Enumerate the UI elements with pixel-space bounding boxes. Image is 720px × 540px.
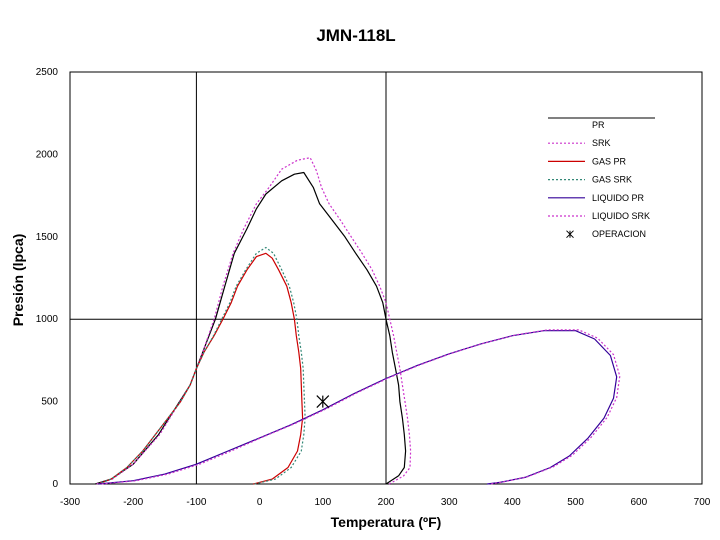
x-tick-label: 0 xyxy=(257,497,263,508)
legend-label: GAS PR xyxy=(592,156,627,166)
y-axis-title: Presión (lpca) xyxy=(10,234,26,327)
legend-label: GAS SRK xyxy=(592,175,632,185)
x-tick-label: -100 xyxy=(186,497,206,508)
legend-marker-asterisk xyxy=(566,230,574,239)
legend-label: SRK xyxy=(592,138,611,148)
legend-label: LIQUIDO SRK xyxy=(592,211,650,221)
series-line-gas-pr xyxy=(98,252,304,485)
x-tick-label: -300 xyxy=(60,497,80,508)
operation-point-marker xyxy=(316,395,330,409)
x-tick-label: 300 xyxy=(441,497,458,508)
legend: PR SRK GAS PR GAS SRK LIQUIDO PR LIQUIDO SRK O… xyxy=(548,117,655,239)
x-tick-label: 400 xyxy=(504,497,521,508)
y-axis-ticks: 0 500 1000 1500 2000 2500 xyxy=(36,67,59,490)
chart-title: JMN-118L xyxy=(316,26,395,45)
y-tick-label: 1500 xyxy=(36,232,59,243)
legend-label: LIQUIDO PR xyxy=(592,193,645,203)
x-tick-label: 600 xyxy=(630,497,647,508)
x-axis-title: Temperatura (ºF) xyxy=(331,514,442,530)
y-tick-label: 2500 xyxy=(36,67,59,78)
y-tick-label: 500 xyxy=(41,397,58,408)
series-line-pr xyxy=(95,171,407,485)
marker-layer xyxy=(316,395,330,409)
x-tick-label: 500 xyxy=(567,497,584,508)
x-tick-label: 700 xyxy=(694,497,711,508)
legend-label: OPERACION xyxy=(592,229,646,239)
x-tick-label: 100 xyxy=(314,497,331,508)
y-tick-label: 0 xyxy=(52,479,58,490)
x-tick-label: -200 xyxy=(123,497,143,508)
series-line-liquido-pr xyxy=(98,330,618,485)
series-line-liquido-srk xyxy=(101,329,621,485)
series-layer xyxy=(95,157,621,485)
x-axis-ticks: -300 -200 -100 0 100 200 300 400 500 600 700 xyxy=(60,497,711,508)
legend-label: PR xyxy=(592,120,605,130)
y-tick-label: 1000 xyxy=(36,314,59,325)
x-tick-label: 200 xyxy=(378,497,395,508)
series-line-gas-srk xyxy=(98,246,306,485)
y-tick-label: 2000 xyxy=(36,149,59,160)
series-line-srk xyxy=(96,157,412,485)
